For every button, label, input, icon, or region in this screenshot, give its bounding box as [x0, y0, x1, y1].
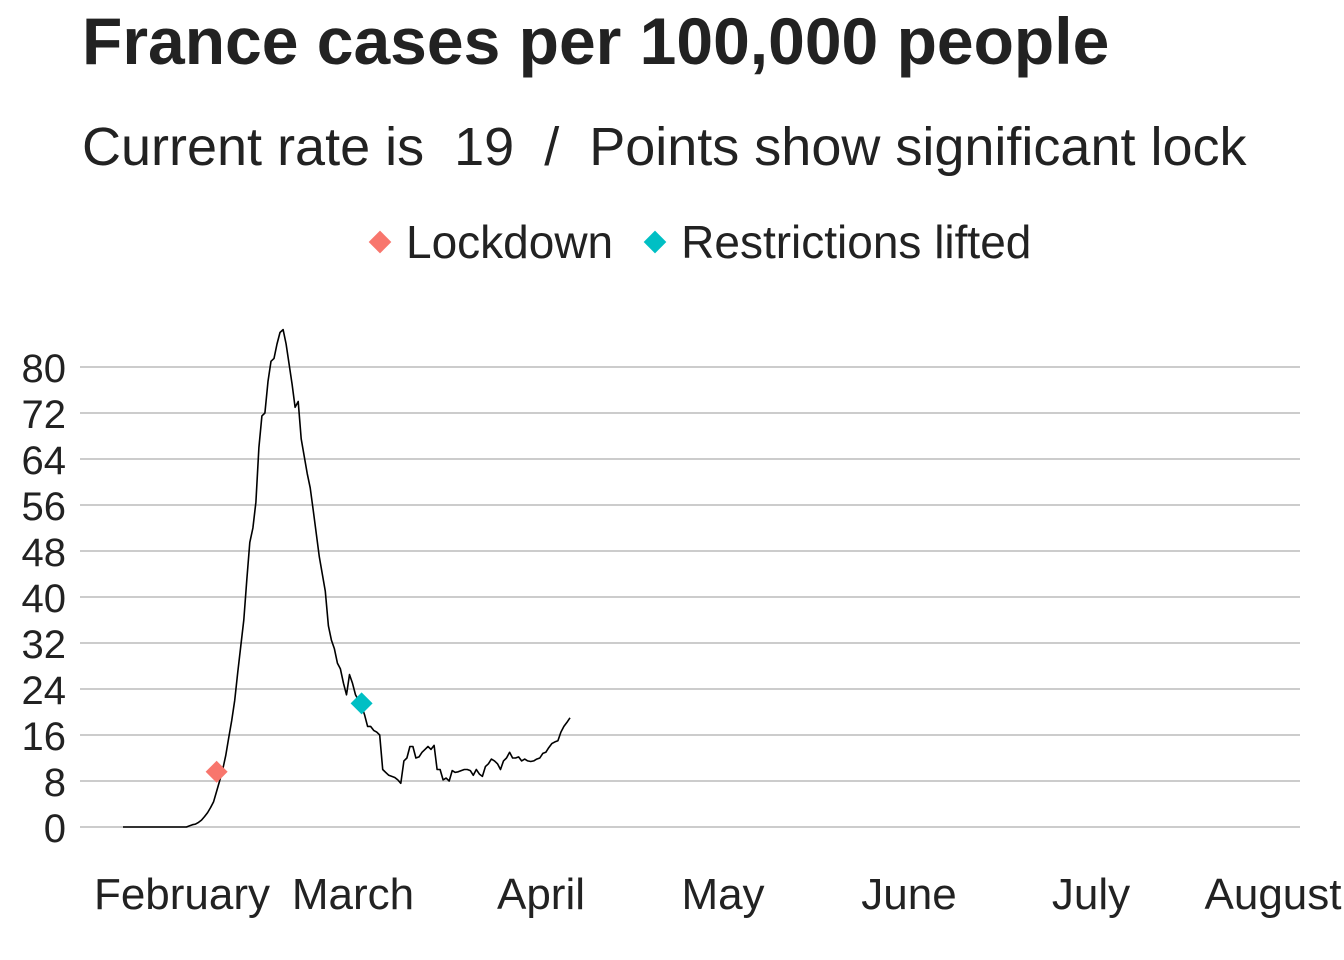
y-tick-label: 32: [22, 623, 67, 667]
marker-point: [350, 692, 373, 715]
y-tick-label: 8: [44, 761, 66, 805]
series-line: [123, 328, 571, 828]
chart-subtitle: Current rate is 19 / Points show signifi…: [82, 117, 1247, 177]
chart-legend: Lockdown Restrictions lifted: [366, 214, 1059, 270]
x-tick-label: April: [497, 870, 585, 919]
legend-item-lockdown: Lockdown: [366, 215, 613, 269]
y-tick-label: 0: [44, 807, 66, 851]
y-tick-label: 40: [22, 577, 67, 621]
x-tick-label: March: [292, 870, 414, 919]
x-tick-label: May: [681, 870, 764, 919]
legend-item-restrictions-lifted: Restrictions lifted: [641, 215, 1031, 269]
y-tick-label: 56: [22, 485, 67, 529]
y-tick-label: 64: [22, 439, 67, 483]
legend-label-restrictions-lifted: Restrictions lifted: [681, 216, 1032, 268]
legend-label-lockdown: Lockdown: [406, 216, 614, 268]
chart-title: France cases per 100,000 people: [82, 4, 1110, 78]
y-tick-label: 72: [22, 393, 67, 437]
y-tick-label: 24: [22, 669, 67, 713]
y-tick-label: 48: [22, 531, 67, 575]
marker-point: [205, 760, 228, 783]
x-tick-label: February: [94, 870, 270, 919]
x-tick-label: July: [1052, 870, 1130, 919]
x-tick-label: June: [861, 870, 956, 919]
y-tick-label: 16: [22, 715, 67, 759]
x-tick-label: August: [1205, 870, 1342, 919]
y-tick-label: 80: [22, 347, 67, 391]
